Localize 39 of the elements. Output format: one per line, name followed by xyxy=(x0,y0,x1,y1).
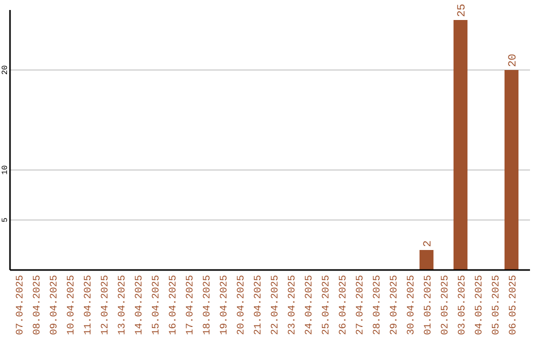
x-tick-label: 23.04.2025 xyxy=(288,275,298,336)
x-tick-label: 28.04.2025 xyxy=(372,275,384,336)
x-tick-label: 10.04.2025 xyxy=(66,275,78,336)
x-tick-label: 24.04.2025 xyxy=(304,275,316,336)
x-tick-label: 06.05.2025 xyxy=(508,275,520,336)
x-tick-label: 29.04.2025 xyxy=(390,275,400,336)
bar xyxy=(454,20,468,270)
x-tick-label: 18.04.2025 xyxy=(202,275,214,336)
x-tick-label: 01.05.2025 xyxy=(424,275,434,336)
x-tick-label: 22.04.2025 xyxy=(270,275,282,336)
x-tick-label: 03.05.2025 xyxy=(458,275,468,336)
x-tick-label: 15.04.2025 xyxy=(152,275,162,336)
x-tick-label: 04.05.2025 xyxy=(474,275,486,336)
x-tick-label: 13.04.2025 xyxy=(118,275,128,336)
data-label: 20 xyxy=(508,54,520,67)
x-tick-label: 17.04.2025 xyxy=(186,275,196,336)
x-tick-label: 11.04.2025 xyxy=(84,275,94,336)
x-tick-label: 09.04.2025 xyxy=(50,275,60,336)
x-tick-label: 25.04.2025 xyxy=(322,275,332,336)
y-tick-label: 5 xyxy=(1,217,10,222)
x-tick-label: 16.04.2025 xyxy=(168,275,180,336)
x-tick-label: 12.04.2025 xyxy=(100,275,112,336)
x-tick-label: 05.05.2025 xyxy=(492,275,502,336)
x-tick-label: 27.04.2025 xyxy=(356,275,366,336)
y-tick-label: 20 xyxy=(1,65,10,75)
x-tick-label: 07.04.2025 xyxy=(16,275,26,336)
x-tick-label: 19.04.2025 xyxy=(220,275,230,336)
x-tick-label: 02.05.2025 xyxy=(440,275,452,336)
x-tick-label: 26.04.2025 xyxy=(338,275,350,336)
x-tick-label: 14.04.2025 xyxy=(134,275,146,336)
x-tick-label: 20.04.2025 xyxy=(236,275,248,336)
data-label: 2 xyxy=(422,240,434,247)
y-tick-label: 10 xyxy=(1,165,10,175)
x-tick-label: 30.04.2025 xyxy=(406,275,418,336)
x-tick-label: 08.04.2025 xyxy=(32,275,44,336)
data-label: 25 xyxy=(456,4,468,17)
bar xyxy=(504,70,518,270)
bar xyxy=(420,250,434,270)
x-tick-label: 21.04.2025 xyxy=(254,275,264,336)
